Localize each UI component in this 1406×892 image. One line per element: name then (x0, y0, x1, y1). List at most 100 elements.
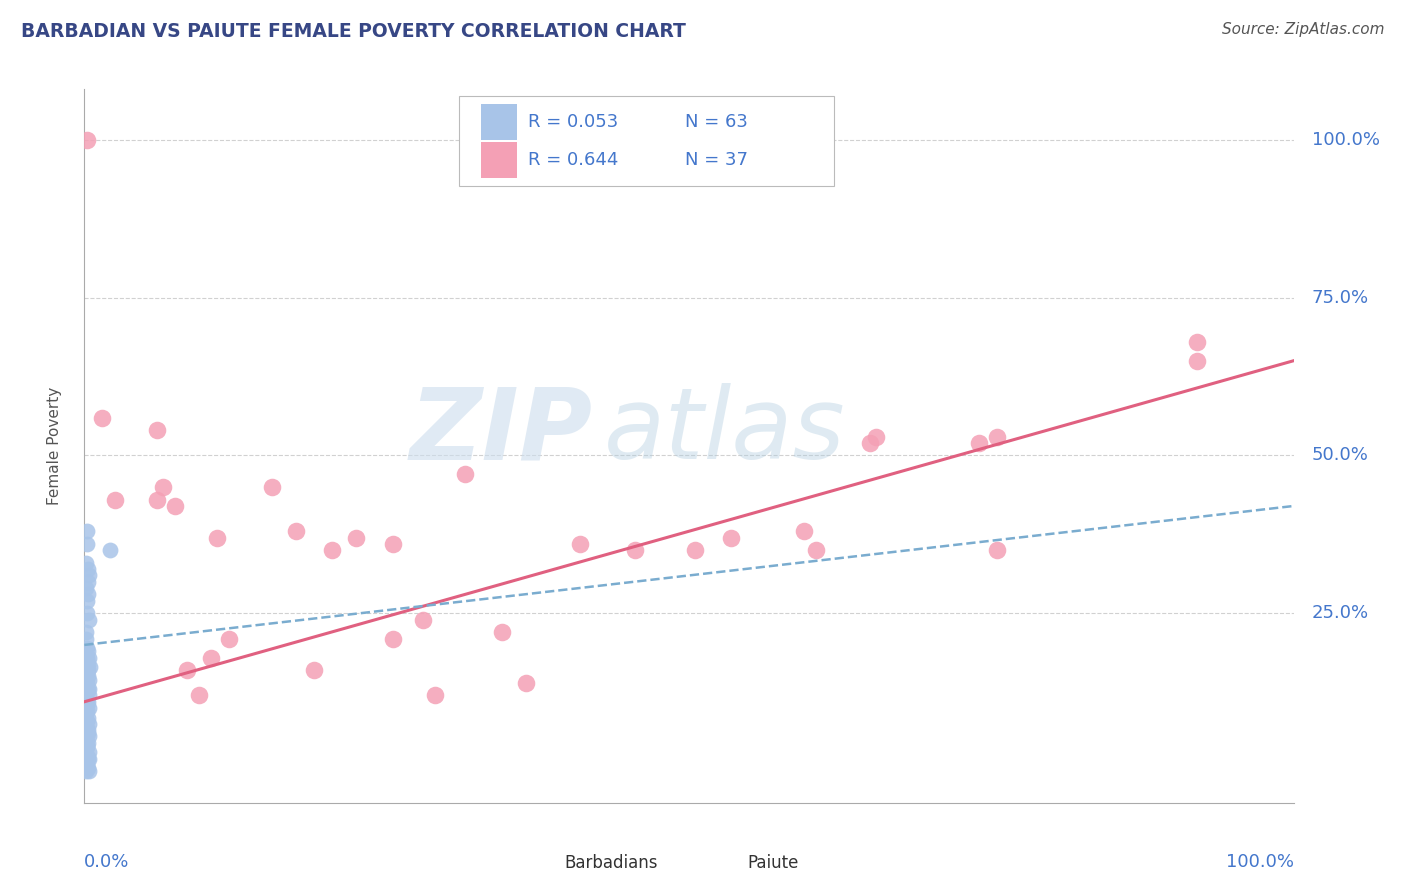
Point (75, 556, 97, 570)
Point (77, 751, 100, 765)
Text: ZIP: ZIP (409, 384, 592, 480)
Point (986, 543, 1008, 558)
Point (1185, 353, 1208, 368)
Text: R = 0.053: R = 0.053 (529, 113, 619, 131)
Point (77, 682, 100, 697)
Point (77, 695, 100, 709)
Point (75, 707, 97, 722)
Point (75, 755, 97, 769)
Point (77, 761, 100, 775)
Text: BARBADIAN VS PAIUTE FEMALE POVERTY CORRELATION CHART: BARBADIAN VS PAIUTE FEMALE POVERTY CORRE… (21, 22, 686, 41)
Point (75, 714, 97, 728)
Point (346, 531, 368, 545)
Text: R = 0.644: R = 0.644 (529, 151, 619, 169)
Point (77, 650, 100, 665)
Point (423, 689, 446, 703)
Point (75, 632, 97, 646)
Point (865, 429, 887, 443)
Point (77, 764, 100, 779)
Point (967, 435, 990, 450)
Text: 100.0%: 100.0% (1312, 131, 1379, 149)
Point (804, 543, 827, 558)
Point (76, 663, 98, 677)
Point (321, 543, 343, 558)
Point (77, 568, 100, 582)
Point (76, 685, 98, 699)
Point (76, 641, 98, 656)
Point (623, 543, 645, 558)
Point (302, 663, 325, 677)
Point (76, 695, 98, 709)
Point (77, 726, 100, 740)
Point (77, 587, 100, 601)
Point (77, 730, 100, 744)
Point (77, 723, 100, 738)
Point (1185, 334, 1208, 349)
Point (176, 663, 198, 677)
Point (104, 492, 127, 507)
Point (412, 613, 434, 627)
Point (218, 632, 240, 646)
Text: Source: ZipAtlas.com: Source: ZipAtlas.com (1222, 22, 1385, 37)
Point (91, 410, 114, 425)
Point (76, 675, 98, 690)
Point (188, 689, 211, 703)
Point (77, 663, 100, 677)
Point (76, 704, 98, 718)
Point (200, 650, 222, 665)
Point (77, 745, 100, 759)
Point (152, 480, 174, 494)
Point (75, 666, 97, 681)
Point (98, 543, 121, 558)
Point (77, 736, 100, 750)
Point (76, 607, 98, 621)
Point (683, 543, 706, 558)
Text: Female Poverty: Female Poverty (46, 387, 62, 505)
Point (859, 435, 882, 450)
Point (75, 732, 97, 747)
Point (76, 748, 98, 763)
Point (284, 524, 308, 539)
Text: atlas: atlas (605, 384, 846, 480)
Point (76, 654, 98, 668)
Point (76, 524, 98, 539)
Point (75, 625, 97, 640)
Text: 100.0%: 100.0% (1226, 853, 1294, 871)
Point (77, 657, 100, 671)
Point (75, 691, 97, 706)
Point (77, 689, 100, 703)
Point (79, 660, 101, 674)
Point (77, 682, 100, 697)
Point (381, 632, 404, 646)
Point (75, 581, 97, 595)
Point (75, 764, 97, 779)
FancyBboxPatch shape (711, 850, 741, 877)
Text: N = 63: N = 63 (685, 113, 748, 131)
Point (75, 648, 97, 662)
Point (77, 669, 100, 683)
Point (146, 423, 169, 437)
Point (207, 531, 229, 545)
Point (77, 574, 100, 589)
Point (381, 537, 404, 551)
Point (77, 613, 100, 627)
Point (569, 537, 592, 551)
FancyBboxPatch shape (530, 850, 560, 877)
Point (77, 717, 100, 731)
Point (76, 698, 98, 712)
Point (77, 673, 100, 687)
Text: Barbadians: Barbadians (564, 855, 658, 872)
FancyBboxPatch shape (460, 96, 834, 186)
Point (75, 679, 97, 693)
Point (146, 492, 169, 507)
Point (76, 726, 98, 740)
Text: 0.0%: 0.0% (84, 853, 129, 871)
Point (793, 524, 815, 539)
Point (76, 133, 98, 147)
Point (75, 720, 97, 734)
Text: N = 37: N = 37 (685, 151, 748, 169)
Point (76, 714, 98, 728)
Point (491, 625, 513, 640)
Text: 50.0%: 50.0% (1312, 447, 1368, 465)
Point (515, 675, 537, 690)
